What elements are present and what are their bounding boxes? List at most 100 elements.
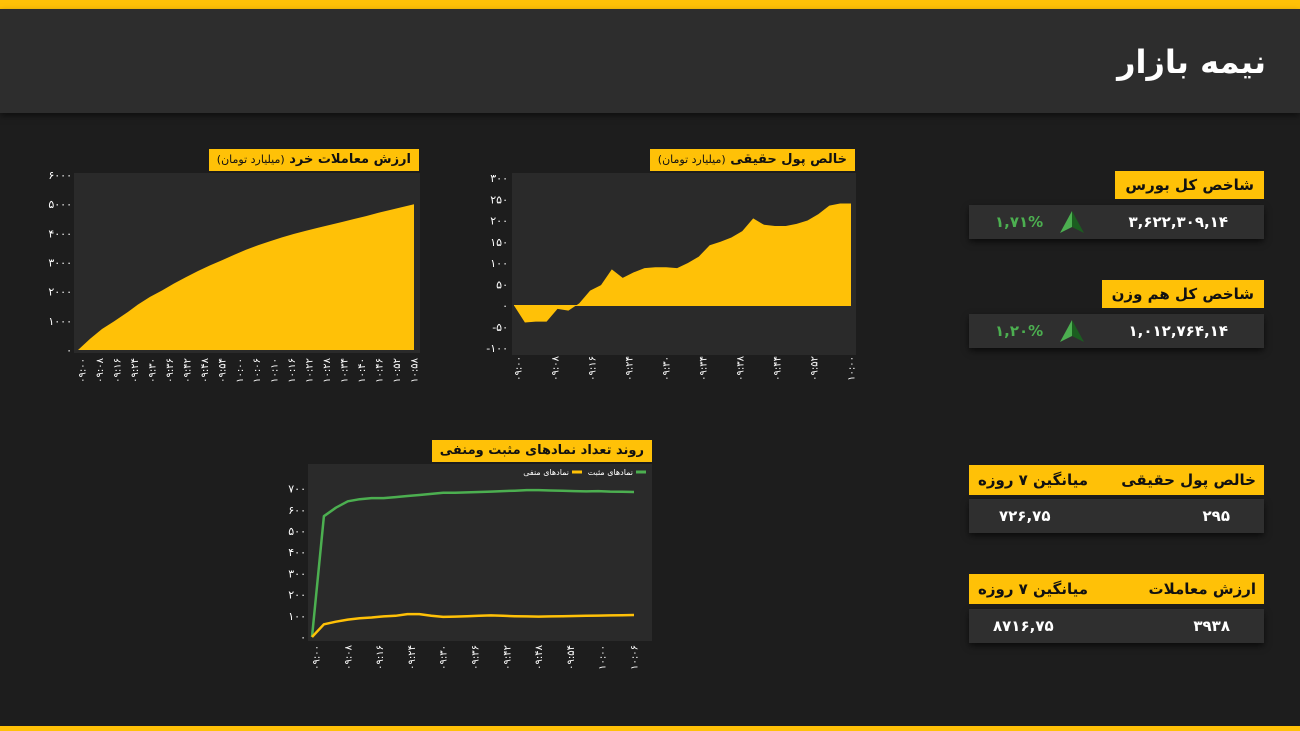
arrow-up-icon xyxy=(1059,319,1085,343)
trade-value-header: ارزش معاملات میانگین ۷ روزه xyxy=(969,574,1264,604)
x-tick-label: ۰۹:۱۶ xyxy=(375,645,386,670)
trade-value-label: ارزش معاملات xyxy=(1148,580,1256,598)
y-tick-label: ۳۰۰۰ xyxy=(48,257,72,270)
x-tick-label: ۱۰:۰۰ xyxy=(847,356,858,381)
x-tick-label: ۰۹:۰۸ xyxy=(95,357,106,382)
x-tick-label: ۱۰:۲۸ xyxy=(322,357,333,382)
y-tick-label: ۱۵۰ xyxy=(490,236,508,249)
x-tick-label: ۰۹:۵۴ xyxy=(217,358,228,383)
x-tick-label: ۰۹:۳۶ xyxy=(165,358,176,383)
x-tick-label: ۰۹:۲۴ xyxy=(625,356,636,381)
x-tick-label: ۰۹:۰۸ xyxy=(343,644,354,669)
index-equal-box: ۱,۰۱۲,۷۶۴,۱۴ ۱,۲۰% xyxy=(969,314,1264,348)
y-tick-label: ۱۰۰ xyxy=(288,610,306,623)
x-tick-label: ۱۰:۵۸ xyxy=(410,357,421,382)
x-tick-label: ۱۰:۱۰ xyxy=(270,358,281,383)
chart-retail-title-text: ارزش معاملات خرد xyxy=(289,152,411,167)
y-tick-label: ۲۰۰ xyxy=(490,215,508,228)
x-tick-label: ۱۰:۵۲ xyxy=(392,358,403,383)
chart-netmoney-title: خالص پول حقیقی (میلیارد تومان) xyxy=(649,149,855,171)
y-tick-label: ۲۰۰ xyxy=(288,589,306,602)
x-tick-label: ۰۹:۰۰ xyxy=(514,356,525,381)
x-tick-label: ۰۹:۲۴ xyxy=(130,358,141,383)
header: نیمه بازار xyxy=(0,9,1300,113)
y-tick-label: ۱۰۰ xyxy=(490,257,508,270)
y-tick-label: ۵۰۰۰ xyxy=(48,198,72,211)
x-tick-label: ۰۹:۴۴ xyxy=(773,356,784,381)
x-tick-label: ۱۰:۴۶ xyxy=(375,358,386,383)
legend-label: نمادهای مثبت xyxy=(588,468,633,477)
chart-retail-subtitle: (میلیارد تومان) xyxy=(216,153,285,166)
x-tick-label: ۰۹:۳۸ xyxy=(736,355,747,380)
x-tick-label: ۰۹:۳۰ xyxy=(439,645,450,670)
x-tick-label: ۱۰:۰۰ xyxy=(598,645,609,670)
y-tick-label: -۵۰ xyxy=(492,321,508,334)
net-money-avg-label: میانگین ۷ روزه xyxy=(978,471,1089,489)
legend-label: نمادهای منفی xyxy=(523,468,569,477)
net-money-avg-value: ۷۲۶,۷۵ xyxy=(999,507,1051,525)
y-tick-label: ۴۰۰۰ xyxy=(48,227,72,240)
net-money-box: ۲۹۵ ۷۲۶,۷۵ xyxy=(969,499,1264,533)
x-tick-label: ۰۹:۴۸ xyxy=(200,357,211,382)
index-total-label: شاخص کل بورس xyxy=(1115,171,1264,199)
x-tick-label: ۰۹:۱۶ xyxy=(112,358,123,383)
x-tick-label: ۰۹:۳۶ xyxy=(471,645,482,670)
index-equal-change: ۱,۲۰% xyxy=(995,322,1044,340)
series-line-negative xyxy=(311,612,635,638)
chart-symbols-title-text: روند تعداد نمادهای مثبت ومنفی xyxy=(439,443,644,458)
trade-value-avg-label: میانگین ۷ روزه xyxy=(978,580,1089,598)
x-tick-label: ۱۰:۲۲ xyxy=(305,358,316,383)
x-tick-label: ۰۹:۱۶ xyxy=(588,356,599,381)
y-tick-label: ۱۰۰۰ xyxy=(48,315,72,328)
chart-symbols-title: روند تعداد نمادهای مثبت ومنفی xyxy=(431,440,652,462)
y-tick-label: ۲۵۰ xyxy=(490,193,508,206)
index-equal-value: ۱,۰۱۲,۷۶۴,۱۴ xyxy=(1128,322,1229,340)
x-tick-label: ۰۹:۰۰ xyxy=(312,645,323,670)
index-total-box: ۳,۶۲۲,۳۰۹,۱۴ ۱,۷۱% xyxy=(969,205,1264,239)
top-accent-bar xyxy=(0,0,1300,9)
net-money-header: خالص پول حقیقی میانگین ۷ روزه xyxy=(969,465,1264,495)
chart-symbols-plot-bg xyxy=(308,464,652,641)
arrow-up-icon xyxy=(1059,210,1085,234)
y-tick-label: ۵۰ xyxy=(496,278,508,291)
page-title: نیمه بازار xyxy=(1117,43,1266,81)
y-tick-label: ۳۰۰ xyxy=(490,172,508,185)
y-tick-label: ۶۰۰ xyxy=(288,504,306,517)
x-tick-label: ۰۹:۴۲ xyxy=(182,358,193,383)
x-tick-label: ۰۹:۳۴ xyxy=(699,356,710,381)
trade-value-box: ۳۹۳۸ ۸۷۱۶,۷۵ xyxy=(969,609,1264,643)
x-tick-label: ۱۰:۳۴ xyxy=(340,358,351,383)
chart-retail-title: ارزش معاملات خرد (میلیارد تومان) xyxy=(208,149,419,171)
x-tick-label: ۱۰:۰۶ xyxy=(252,358,263,383)
x-tick-label: ۰۹:۳۰ xyxy=(147,358,158,383)
index-total-value: ۳,۶۲۲,۳۰۹,۱۴ xyxy=(1128,213,1229,231)
series-line-positive xyxy=(310,488,635,638)
y-tick-label: ۷۰۰ xyxy=(288,483,306,496)
x-tick-label: ۰۹:۵۲ xyxy=(810,356,821,381)
y-tick-label: ۰ xyxy=(300,631,306,644)
x-tick-label: ۰۹:۴۸ xyxy=(534,644,545,669)
y-tick-label: ۶۰۰۰ xyxy=(48,169,72,182)
series-area xyxy=(514,203,851,323)
chart-netmoney-subtitle: (میلیارد تومان) xyxy=(657,153,726,166)
chart-netmoney-title-text: خالص پول حقیقی xyxy=(730,152,847,167)
series-area xyxy=(78,204,414,350)
x-tick-label: ۰۹:۰۸ xyxy=(551,355,562,380)
y-tick-label: -۱۰۰ xyxy=(486,342,508,355)
x-tick-label: ۱۰:۰۶ xyxy=(630,645,641,670)
x-tick-label: ۱۰:۴۰ xyxy=(357,358,368,383)
y-tick-label: ۴۰۰ xyxy=(288,546,306,559)
index-total-change: ۱,۷۱% xyxy=(995,213,1044,231)
bottom-accent-bar xyxy=(0,726,1300,731)
trade-value-value: ۳۹۳۸ xyxy=(1193,617,1230,635)
y-tick-label: ۲۰۰۰ xyxy=(48,286,72,299)
net-money-label: خالص پول حقیقی xyxy=(1121,471,1256,489)
x-tick-label: ۰۹:۵۴ xyxy=(566,645,577,670)
x-tick-label: ۰۹:۰۰ xyxy=(78,358,89,383)
x-tick-label: ۰۹:۲۴ xyxy=(407,645,418,670)
y-tick-label: ۳۰۰ xyxy=(288,567,306,580)
index-equal-label: شاخص کل هم وزن xyxy=(1101,280,1264,308)
